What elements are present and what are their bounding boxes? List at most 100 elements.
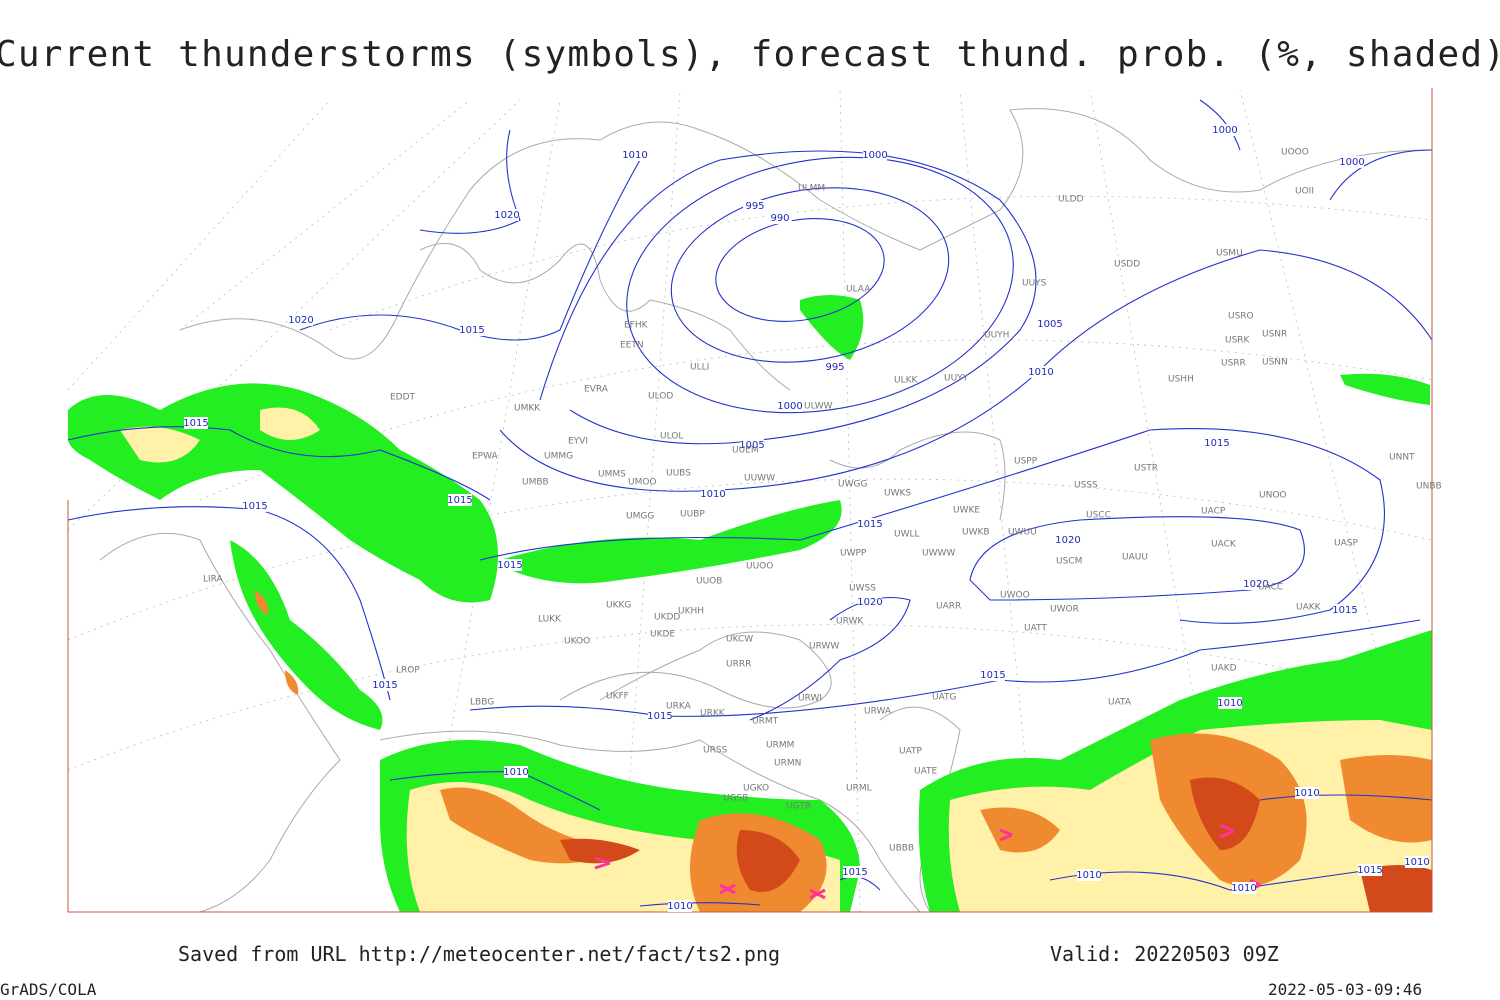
station-label: UGKO [743, 784, 769, 794]
station-label: USDD [1114, 260, 1140, 270]
isobar-label: 1015 [459, 325, 484, 336]
isobar-label-bg [768, 212, 792, 224]
station-label: ULDD [1058, 195, 1084, 205]
isobar-label-bg [623, 149, 647, 161]
station-label: ULAA [846, 285, 871, 295]
station-label: UGSB [723, 794, 748, 804]
station-label: UKFF [606, 692, 629, 702]
station-label: EETN [620, 341, 644, 351]
isobar-label-bg [373, 679, 397, 691]
isobar-label-bg [981, 669, 1005, 681]
station-label: USMU [1216, 249, 1243, 259]
isobar-label: 1005 [1037, 319, 1062, 330]
station-label: USCC [1086, 511, 1111, 521]
station-label: ULKK [894, 376, 919, 386]
station-label: ULWW [804, 402, 833, 412]
isobar-label-bg [668, 900, 692, 912]
isobar-label: 1015 [1357, 865, 1382, 876]
isobar-label-bg [743, 200, 767, 212]
station-label: UMMS [598, 470, 626, 480]
station-label: UACC [1258, 583, 1283, 593]
map-frame [67, 88, 1433, 913]
isobar-label-bg [740, 439, 764, 451]
isobar-label-bg [1213, 124, 1237, 136]
isobar-label: 1015 [857, 519, 882, 530]
isobar-label-bg [778, 400, 802, 412]
isobar-label-bg [1232, 882, 1256, 894]
isobar-label-bg [648, 710, 672, 722]
station-label: UACP [1201, 507, 1226, 517]
station-label: UWKS [884, 489, 911, 499]
isobar-label-bg [1218, 697, 1242, 709]
isobar-label: 1015 [1332, 605, 1357, 616]
isobar-label: 1010 [1404, 857, 1429, 868]
station-label: UNNT [1389, 453, 1415, 463]
station-label: USRO [1228, 312, 1254, 322]
isobar-label: 990 [770, 213, 789, 224]
station-label: USRK [1225, 336, 1251, 346]
station-label: UUBP [680, 510, 705, 520]
isobar-label: 1005 [739, 440, 764, 451]
isobar-label-bg [448, 494, 472, 506]
station-label: URWW [809, 642, 839, 652]
isobar-label: 1010 [622, 150, 647, 161]
station-label: USNR [1262, 330, 1287, 340]
isobar-label: 1000 [1212, 125, 1237, 136]
station-label: UWSS [849, 584, 876, 594]
station-label: UUBS [666, 469, 691, 479]
isobar-label: 1010 [667, 901, 692, 912]
isobar-label-bg [289, 314, 313, 326]
station-label: UWPP [840, 549, 867, 559]
software: GrADS/COLA [0, 980, 97, 999]
station-label: URMN [774, 759, 801, 769]
station-label: LUKK [538, 615, 562, 625]
isobar-label: 1000 [1339, 157, 1364, 168]
isobar-label: 1000 [777, 401, 802, 412]
station-label: URSS [703, 746, 728, 756]
station-label: LBBG [470, 698, 494, 708]
station-label: UATA [1108, 698, 1132, 708]
station-label: UMGG [626, 512, 654, 522]
station-label: URML [846, 784, 872, 794]
station-label: UWUU [1008, 528, 1037, 538]
isobar-label: 1015 [372, 680, 397, 691]
isobars [67, 99, 1433, 907]
station-label: URMT [752, 717, 779, 727]
station-label: UOOO [1281, 148, 1309, 158]
isobar-label-bg [1056, 534, 1080, 546]
isobar-label: 995 [745, 201, 764, 212]
station-label: UUOB [696, 577, 722, 587]
isobar-label-bg [243, 500, 267, 512]
isobar-label-bg [1244, 578, 1268, 590]
isobar-label-bg [504, 766, 528, 778]
isobar-label-bg [1029, 366, 1053, 378]
station-label: URKK [700, 709, 726, 719]
station-label: UASP [1334, 539, 1358, 549]
isobar-label-bg [863, 149, 887, 161]
station-label: USPP [1014, 457, 1038, 467]
station-label: URMM [766, 741, 794, 751]
station-label: UBBB [889, 844, 914, 854]
station-label: USRR [1221, 359, 1246, 369]
station-label: UMOO [628, 478, 657, 488]
station-label: UUOO [746, 562, 773, 572]
station-label: EFHK [624, 321, 649, 331]
station-label: UWOO [1000, 591, 1030, 601]
isobar-label-bg [1205, 437, 1229, 449]
station-label: UATG [932, 693, 957, 703]
isobar-label: 1015 [842, 867, 867, 878]
station-label: ULOL [660, 432, 683, 442]
isobar-label-bg [184, 417, 208, 429]
isobar-label: 1015 [1204, 438, 1229, 449]
station-label: UWLL [894, 530, 920, 540]
station-label: URWA [864, 707, 892, 717]
isobar-label-bg [843, 866, 867, 878]
station-label: UKHH [678, 607, 704, 617]
station-label: UKOO [564, 637, 590, 647]
thunderstorm-probability [68, 295, 1432, 912]
station-label: UUYY [944, 374, 969, 384]
station-label: LIRA [203, 575, 224, 585]
isobar-label: 1015 [242, 501, 267, 512]
